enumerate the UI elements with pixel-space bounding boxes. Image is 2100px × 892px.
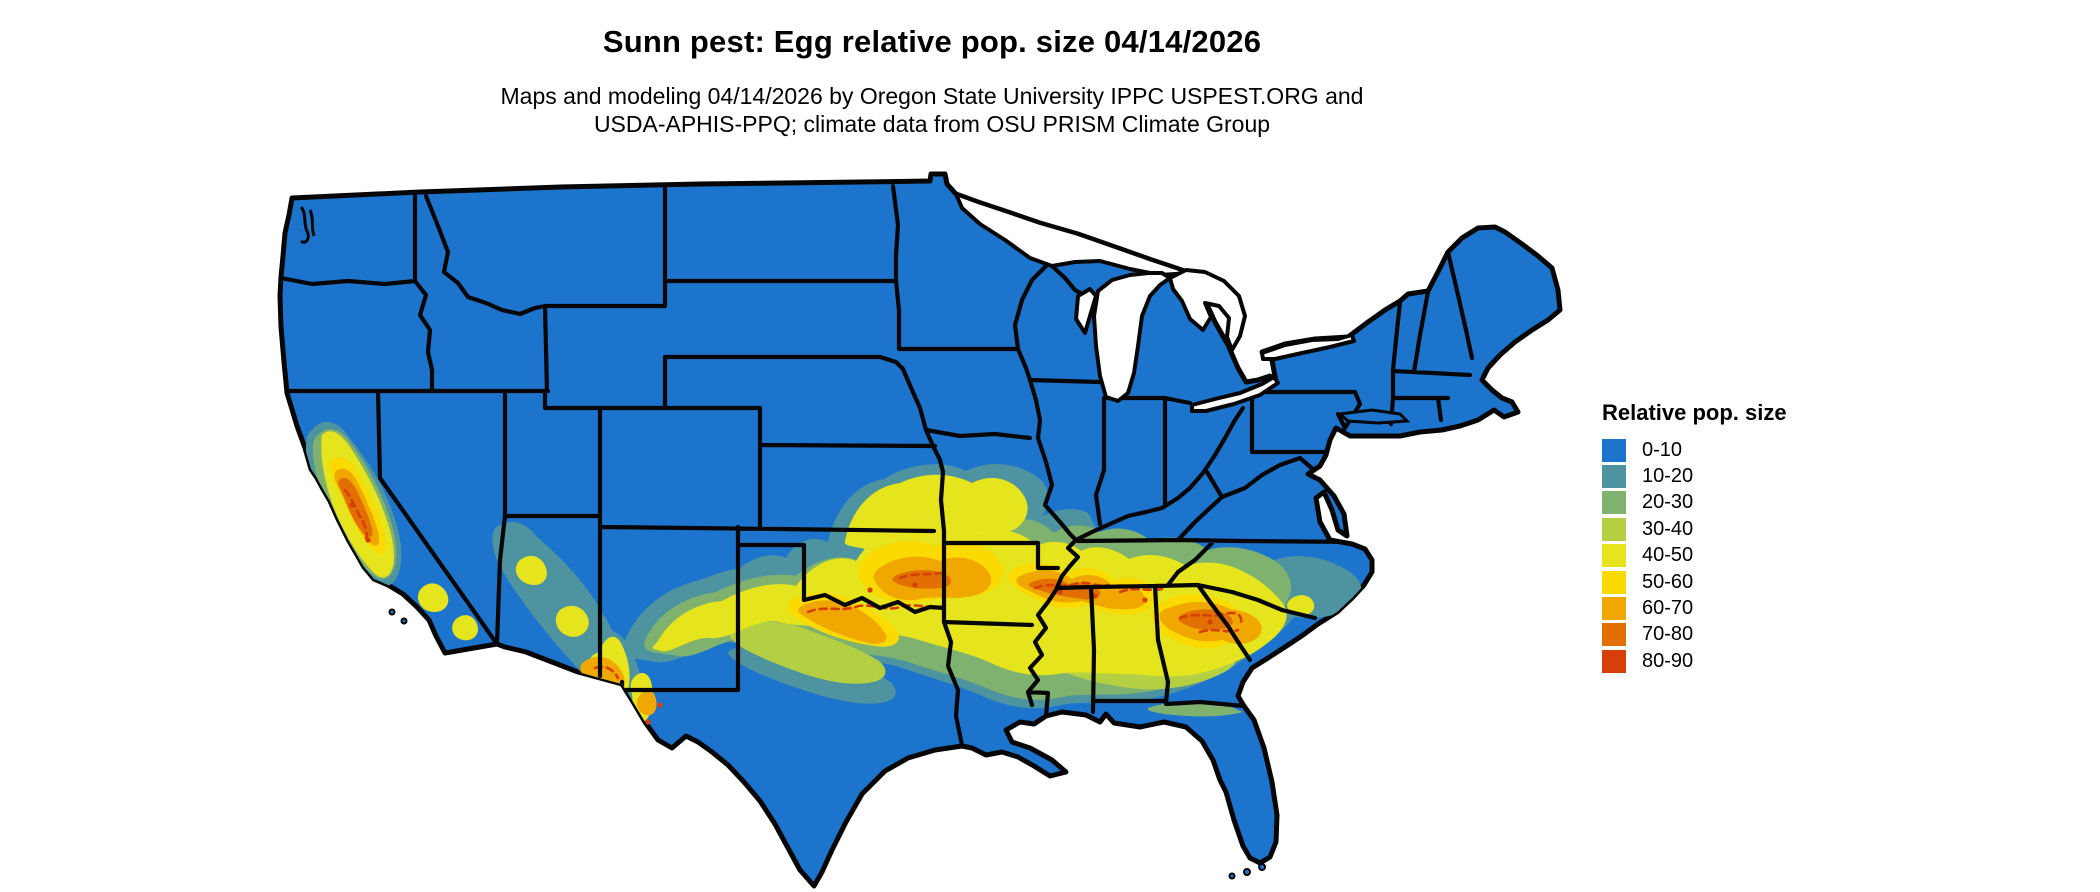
legend-label: 60-70 (1642, 597, 1694, 620)
long-island (1336, 408, 1411, 425)
subtitle-line-2: USDA-APHIS-PPQ; climate data from OSU PR… (593, 111, 1271, 137)
legend-item: 60-70 (1602, 595, 1862, 621)
legend-swatch (1602, 570, 1626, 594)
lake-ontario (1260, 333, 1356, 361)
legend-label: 80-90 (1642, 649, 1694, 672)
florida-keys (1228, 863, 1266, 880)
coastal-details (299, 206, 1411, 880)
heat-80-90-dots (349, 502, 1213, 725)
puget-sound-inlets (299, 206, 316, 244)
legend-item: 80-90 (1602, 648, 1862, 674)
legend-item: 40-50 (1602, 543, 1862, 569)
legend-title: Relative pop. size (1602, 400, 1787, 425)
legend-swatch (1602, 649, 1626, 673)
legend-label: 0-10 (1642, 438, 1683, 461)
title-block: Sunn pest: Egg relative pop. size 04/14/… (0, 24, 1864, 138)
legend-swatch (1602, 544, 1626, 568)
channel-islands (388, 608, 408, 625)
legend-items: 0-10 10-20 20-30 30-40 40-50 50-60 60-70 70-80 8… (1602, 437, 1862, 675)
legend-item: 10-20 (1602, 463, 1862, 489)
legend-swatch (1602, 517, 1626, 541)
legend-item: 0-10 (1602, 437, 1862, 463)
legend-swatch (1602, 438, 1626, 462)
legend-item: 50-60 (1602, 569, 1862, 595)
lake-erie (1190, 375, 1280, 413)
legend-swatch (1602, 597, 1626, 621)
subtitle-line-1: Maps and modeling 04/14/2026 by Oregon S… (500, 83, 1364, 109)
lake-huron (1168, 268, 1247, 352)
legend: Relative pop. size 0-10 10-20 20-30 30-40 40… (1602, 400, 1862, 675)
legend-item: 30-40 (1602, 516, 1862, 542)
page-title: Sunn pest: Egg relative pop. size 04/14/… (602, 24, 1262, 59)
legend-swatch (1602, 491, 1626, 515)
heat-50-60 (329, 457, 1248, 648)
legend-label: 70-80 (1642, 623, 1694, 646)
heat-80-90-lines (343, 488, 1243, 680)
lake-michigan (1092, 271, 1172, 403)
legend-label: 50-60 (1642, 570, 1694, 593)
heat-40-50 (321, 431, 1315, 724)
legend-label: 40-50 (1642, 544, 1694, 567)
legend-swatch (1602, 465, 1626, 489)
great-lakes (954, 192, 1356, 413)
legend-label: 10-20 (1642, 465, 1694, 488)
green-bay (1074, 287, 1098, 335)
legend-label: 30-40 (1642, 517, 1694, 540)
legend-label: 20-30 (1642, 491, 1694, 514)
legend-swatch (1602, 623, 1626, 647)
legend-item: 20-30 (1602, 490, 1862, 516)
legend-item: 70-80 (1602, 622, 1862, 648)
